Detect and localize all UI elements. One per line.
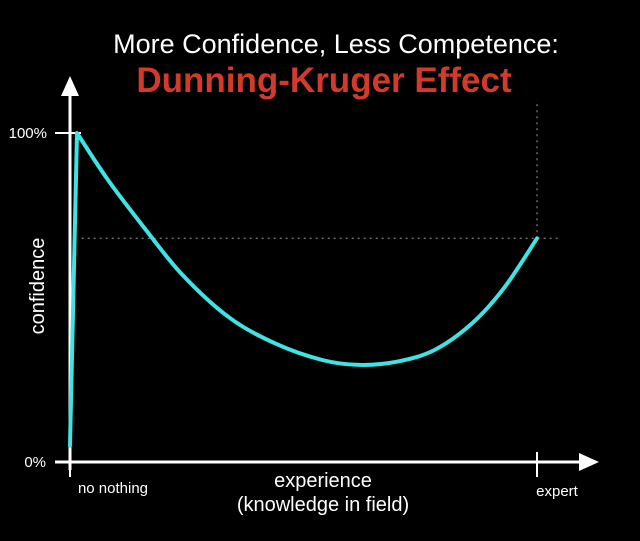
chart-subtitle: More Confidence, Less Competence: (113, 29, 559, 59)
axes (55, 76, 599, 477)
y-tick-label-top: 100% (9, 125, 47, 142)
x-axis-label: experience (274, 470, 372, 492)
series-line-confidence (68, 131, 539, 448)
y-tick-label-bottom: 0% (24, 454, 46, 471)
reference-lines (81, 100, 561, 239)
y-axis-arrow-head (61, 76, 79, 96)
series-layer (68, 131, 539, 448)
x-tick-label-start: no nothing (78, 480, 148, 497)
x-axis-arrow-head (579, 453, 599, 471)
chart-title: Dunning-Kruger Effect (136, 61, 512, 100)
y-axis-label: confidence (27, 238, 49, 335)
x-tick-label-end: expert (536, 483, 579, 500)
x-axis-sublabel: (knowledge in field) (237, 494, 409, 516)
